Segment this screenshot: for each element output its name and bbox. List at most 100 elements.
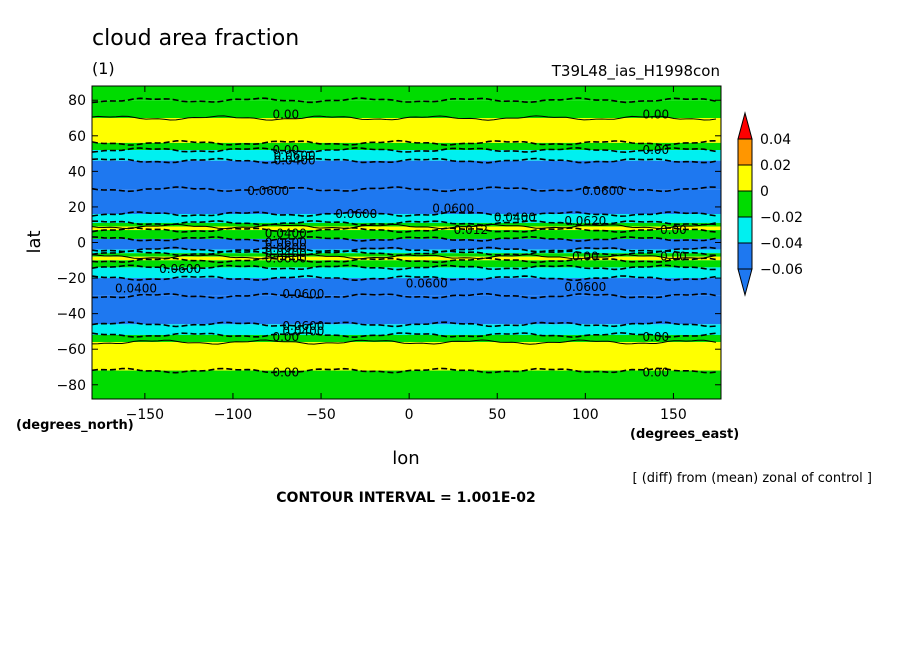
colorbar-segment--0.02_0: [737, 190, 753, 218]
y-tick-label-8: 80: [68, 93, 86, 109]
colorbar-label-1: 0.02: [760, 158, 791, 174]
run-id: T39L48_ias_H1998con: [551, 62, 720, 81]
band-layer: [92, 86, 721, 399]
contour-label-10: 0.0400: [494, 211, 536, 225]
x-tick-label-6: 150: [660, 407, 687, 423]
contour-label-24: 0.0600: [406, 276, 448, 290]
contour-label-23: 0.0600: [282, 287, 324, 301]
contour-label-7: 0.0600: [582, 184, 624, 198]
contour-label-21: 0.0600: [159, 262, 201, 276]
contour-line-7: [91, 211, 717, 218]
band-8: [92, 222, 721, 227]
colorbar-label-0: 0.04: [760, 132, 791, 148]
colorbar-segment-lt_-0.06: [737, 268, 753, 297]
colorbar-segment-0.02_0.04: [737, 138, 753, 166]
x-tick-label-4: 50: [488, 407, 506, 423]
band-9: [92, 226, 721, 231]
contour-label-12: 0.0400: [265, 227, 307, 241]
contour-line-19: [91, 321, 717, 328]
band-21: [92, 342, 721, 371]
contour-line-20: [91, 331, 717, 338]
contour-lines: [91, 97, 717, 374]
contour-line-3: [91, 139, 717, 146]
colorbar: 0.04 0.02 0 −0.02 −0.04 −0.06: [737, 111, 803, 297]
x-axis-unit: (degrees_east): [630, 427, 739, 442]
colorbar-label-2: 0: [760, 184, 769, 200]
contour-line-14: [91, 254, 717, 260]
contour-label-25: 0.0600: [564, 280, 606, 294]
contour-label-2: 0.00: [272, 143, 299, 157]
contour-line-12: [91, 246, 717, 253]
contour-label-31: 0.00: [642, 365, 669, 379]
contour-line-11: [91, 235, 717, 242]
band-22: [92, 370, 721, 399]
contour-label-14: 0.00: [660, 223, 687, 237]
y-tick-label-5: 20: [68, 200, 86, 216]
contour-label-1: 0.00: [642, 107, 669, 121]
contour-line-5: [91, 157, 717, 164]
y-tick-label-3: −20: [56, 271, 86, 287]
contour-label-15: 0.0600: [265, 236, 307, 250]
band-12: [92, 249, 721, 254]
contour-line-16: [91, 264, 717, 271]
colorbar-label-4: −0.04: [760, 236, 803, 252]
band-11: [92, 238, 721, 250]
contour-label-8: 0.0600: [335, 207, 377, 221]
y-tick-label-1: −60: [56, 342, 86, 358]
contour-label-26: 0.0600: [282, 319, 324, 333]
band-7: [92, 214, 721, 223]
y-tick-label-6: 40: [68, 164, 86, 180]
contour-label-27: 0.0400: [282, 324, 324, 338]
band-18: [92, 295, 721, 325]
contour-line-6: [91, 186, 717, 193]
band-2: [92, 118, 721, 143]
contour-label-9: 0.0600: [432, 202, 474, 216]
band-14: [92, 256, 721, 261]
y-tick-label-2: −40: [56, 307, 86, 323]
contour-label-29: 0.00: [642, 330, 669, 344]
contour-label-17: 0.0400: [265, 246, 307, 260]
contour-line-13: [91, 250, 717, 257]
contour-label-20: 0.00: [660, 250, 687, 264]
contour-label-6: 0.0600: [247, 184, 289, 198]
contour-label-19: 0.00: [572, 250, 599, 264]
y-axis-label: lat: [24, 230, 45, 253]
colorbar-segment--0.04_-0.02: [737, 216, 753, 244]
contour-line-9: [91, 223, 717, 230]
x-tick-label-2: −50: [306, 407, 336, 423]
colorbar-label-5: −0.06: [760, 262, 803, 278]
contour-line-2: [91, 115, 717, 121]
band-15: [92, 260, 721, 268]
contour-label-28: 0.00: [272, 330, 299, 344]
contour-line-15: [91, 257, 717, 264]
contour-label-22: 0.0400: [115, 282, 157, 296]
band-4: [92, 150, 721, 161]
contour-label-30: 0.00: [272, 365, 299, 379]
y-tick-label-0: −80: [56, 378, 86, 394]
y-tick-label-7: 60: [68, 129, 86, 145]
contour-label-3: 0.00: [642, 143, 669, 157]
band-1: [92, 100, 721, 119]
y-axis-unit: (degrees_north): [16, 418, 134, 433]
x-tick-label-5: 100: [572, 407, 599, 423]
y-axis-ticks: −80 −60 −40 −20 0 20 40 60 80: [56, 93, 721, 394]
x-tick-label-3: 0: [405, 407, 414, 423]
colorbar-segment-gt_0.04: [737, 111, 753, 140]
contour-line-4: [91, 147, 717, 154]
y-tick-label-4: 0: [77, 236, 86, 252]
footnote: [ (diff) from (mean) zonal of control ]: [633, 471, 872, 486]
band-20: [92, 334, 721, 343]
band-6: [92, 189, 721, 215]
panel-label: (1): [92, 59, 115, 78]
colorbar-segment--0.06_-0.04: [737, 242, 753, 270]
contour-label-5: 0.0400: [274, 154, 316, 168]
band-19: [92, 324, 721, 335]
band-0: [92, 86, 721, 101]
x-axis-label: lon: [392, 448, 419, 469]
contour-label-11: 0.0620: [564, 214, 606, 228]
band-5: [92, 160, 721, 190]
contour-line-18: [92, 292, 717, 299]
